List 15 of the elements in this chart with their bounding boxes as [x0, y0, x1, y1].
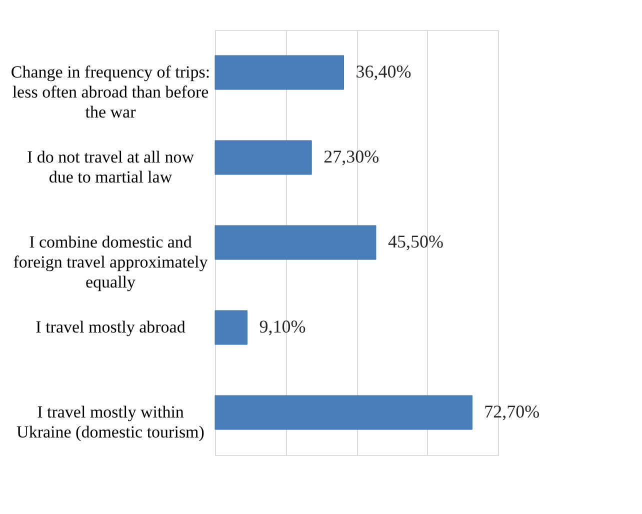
- y-tick-label: Change in frequency of trips: less often abroad than before the war: [10, 62, 210, 122]
- data-label: 27,30%: [324, 146, 380, 166]
- data-label: 45,50%: [388, 232, 444, 252]
- bar: [214, 310, 248, 345]
- data-label: 72,70%: [484, 402, 540, 422]
- y-tick-label: I travel mostly abroad: [36, 318, 186, 336]
- y-tick-label: I do not travel at all now due to martial law: [26, 148, 195, 186]
- bar: [214, 395, 472, 430]
- data-label: 36,40%: [356, 62, 412, 82]
- bar: [214, 55, 344, 90]
- bar: [214, 225, 376, 260]
- bar: [214, 140, 312, 175]
- data-label: 9,10%: [259, 316, 306, 336]
- y-tick-label: I combine domestic and foreign travel approximately equally: [13, 232, 208, 292]
- y-tick-label: I travel mostly within Ukraine (domestic tourism): [16, 402, 204, 442]
